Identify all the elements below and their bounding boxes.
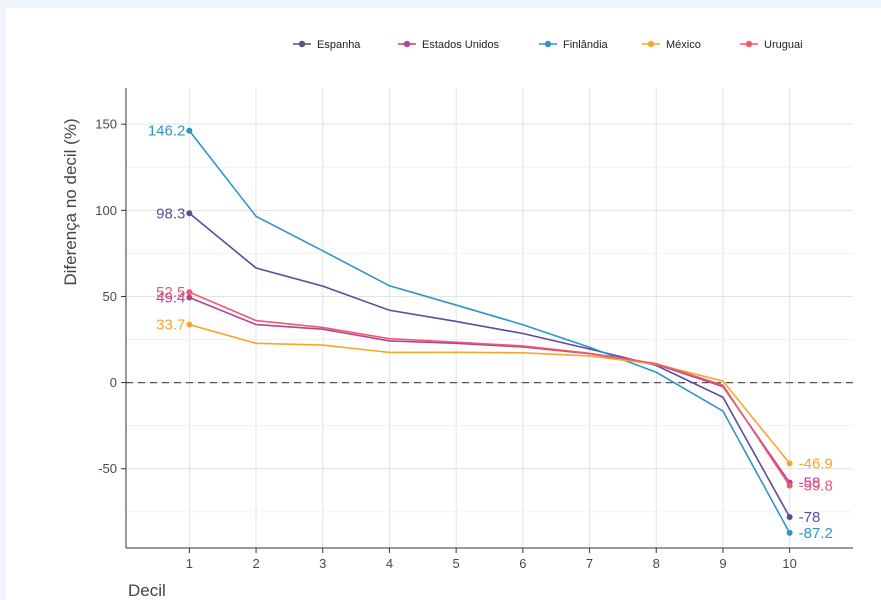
x-tick-label: 9 (719, 556, 726, 571)
legend-swatch-point-finlandia (544, 40, 552, 48)
y-tick-label: 50 (103, 289, 117, 304)
start-label-estados-unidos: 49.4 (156, 289, 185, 306)
end-label-espanha: -78 (799, 509, 821, 526)
legend-swatch-point-estados-unidos (403, 40, 411, 48)
end-label-uruguai: -59.8 (799, 478, 833, 495)
x-tick-label: 8 (653, 556, 660, 571)
series-line-finlandia (188, 130, 791, 534)
end-label-mexico: -46.9 (799, 455, 833, 472)
point-mexico-start (186, 321, 193, 328)
y-tick-label: 100 (95, 203, 117, 218)
x-tick-label: 1 (186, 556, 193, 571)
y-tick-label: 150 (95, 117, 117, 132)
end-label-finlandia: -87.2 (799, 525, 833, 542)
point-espanha-end (786, 513, 793, 520)
point-finlandia-start (186, 127, 193, 134)
legend: Espanha Estados Unidos Finlândia México Urug… (293, 39, 803, 51)
legend-swatch-point-espanha (298, 40, 306, 48)
y-tick-label: -50 (98, 461, 117, 476)
axes: 1 2 3 4 5 6 7 8 9 10 -50 0 50 100 150 (95, 88, 853, 571)
end-label-estados-unidos: -58 (799, 475, 821, 492)
y-axis-title: Diferença no decil (%) (61, 118, 80, 285)
point-uruguai-end (786, 482, 793, 489)
point-finlandia-end (786, 529, 793, 536)
point-estados-unidos-start (186, 294, 193, 301)
legend-swatch-point-uruguai (745, 40, 753, 48)
x-tick-label: 7 (586, 556, 593, 571)
start-label-mexico: 33.7 (156, 317, 185, 334)
start-label-uruguai: 52.5 (156, 284, 185, 301)
y-tick-label: 0 (110, 375, 117, 390)
point-mexico-end (786, 460, 793, 467)
line-chart: 1 2 3 4 5 6 7 8 9 10 -50 0 50 100 150 98.3 -78 49.4 -58 14… (61, 39, 853, 600)
value-labels: 98.3 -78 49.4 -58 146.2 -87.2 33.7 -46.9 52.5 -59… (148, 123, 833, 542)
legend-label-espanha: Espanha (317, 39, 361, 51)
series (186, 127, 793, 536)
start-label-espanha: 98.3 (156, 205, 185, 222)
point-uruguai-start (186, 289, 193, 296)
start-label-finlandia: 146.2 (148, 123, 186, 140)
x-tick-label: 4 (386, 556, 393, 571)
series-line-espanha (188, 212, 791, 518)
x-tick-label: 10 (782, 556, 796, 571)
series-line-mexico (189, 323, 791, 464)
legend-label-uruguai: Uruguai (764, 39, 803, 51)
legend-label-finlandia: Finlândia (563, 39, 609, 51)
x-axis-title: Decil (128, 581, 166, 600)
x-tick-label: 2 (252, 556, 259, 571)
x-tick-label: 6 (519, 556, 526, 571)
legend-label-mexico: México (666, 39, 701, 51)
series-line-estados-unidos (189, 296, 791, 483)
x-tick-label: 5 (453, 556, 460, 571)
legend-label-estados-unidos: Estados Unidos (422, 39, 500, 51)
chart-panel: 1 2 3 4 5 6 7 8 9 10 -50 0 50 100 150 98.3 -78 49.4 -58 14… (6, 8, 881, 600)
point-espanha-start (186, 210, 193, 217)
legend-swatch-point-mexico (647, 40, 655, 48)
grid (126, 88, 853, 548)
series-line-uruguai (189, 291, 791, 487)
x-tick-label: 3 (319, 556, 326, 571)
